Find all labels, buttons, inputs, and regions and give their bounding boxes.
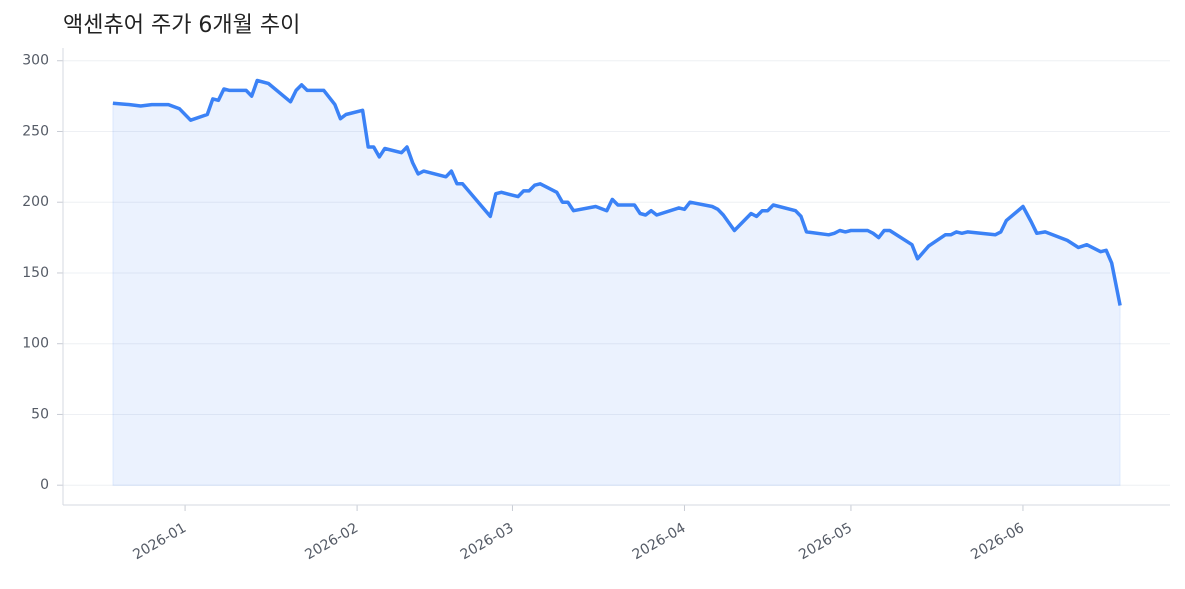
y-tick-label: 250 (22, 123, 49, 139)
x-tick-label: 2026-02 (302, 520, 361, 563)
y-tick-label: 0 (40, 477, 49, 493)
x-tick-label: 2026-05 (796, 520, 855, 563)
chart-title: 액센츄어 주가 6개월 추이 (63, 13, 300, 38)
area (112, 79, 1121, 486)
x-tick-label: 2026-06 (968, 520, 1027, 563)
y-tick-label: 50 (31, 406, 49, 422)
y-tick-label: 100 (22, 336, 49, 352)
x-tick-label: 2026-04 (630, 520, 689, 563)
line (112, 78, 1122, 306)
y-tick-label: 300 (22, 53, 49, 69)
x-tick-label: 2026-01 (130, 520, 189, 563)
y-tick-label: 150 (22, 265, 49, 281)
y-tick-label: 200 (22, 194, 49, 210)
x-tick-label: 2026-03 (458, 520, 517, 563)
